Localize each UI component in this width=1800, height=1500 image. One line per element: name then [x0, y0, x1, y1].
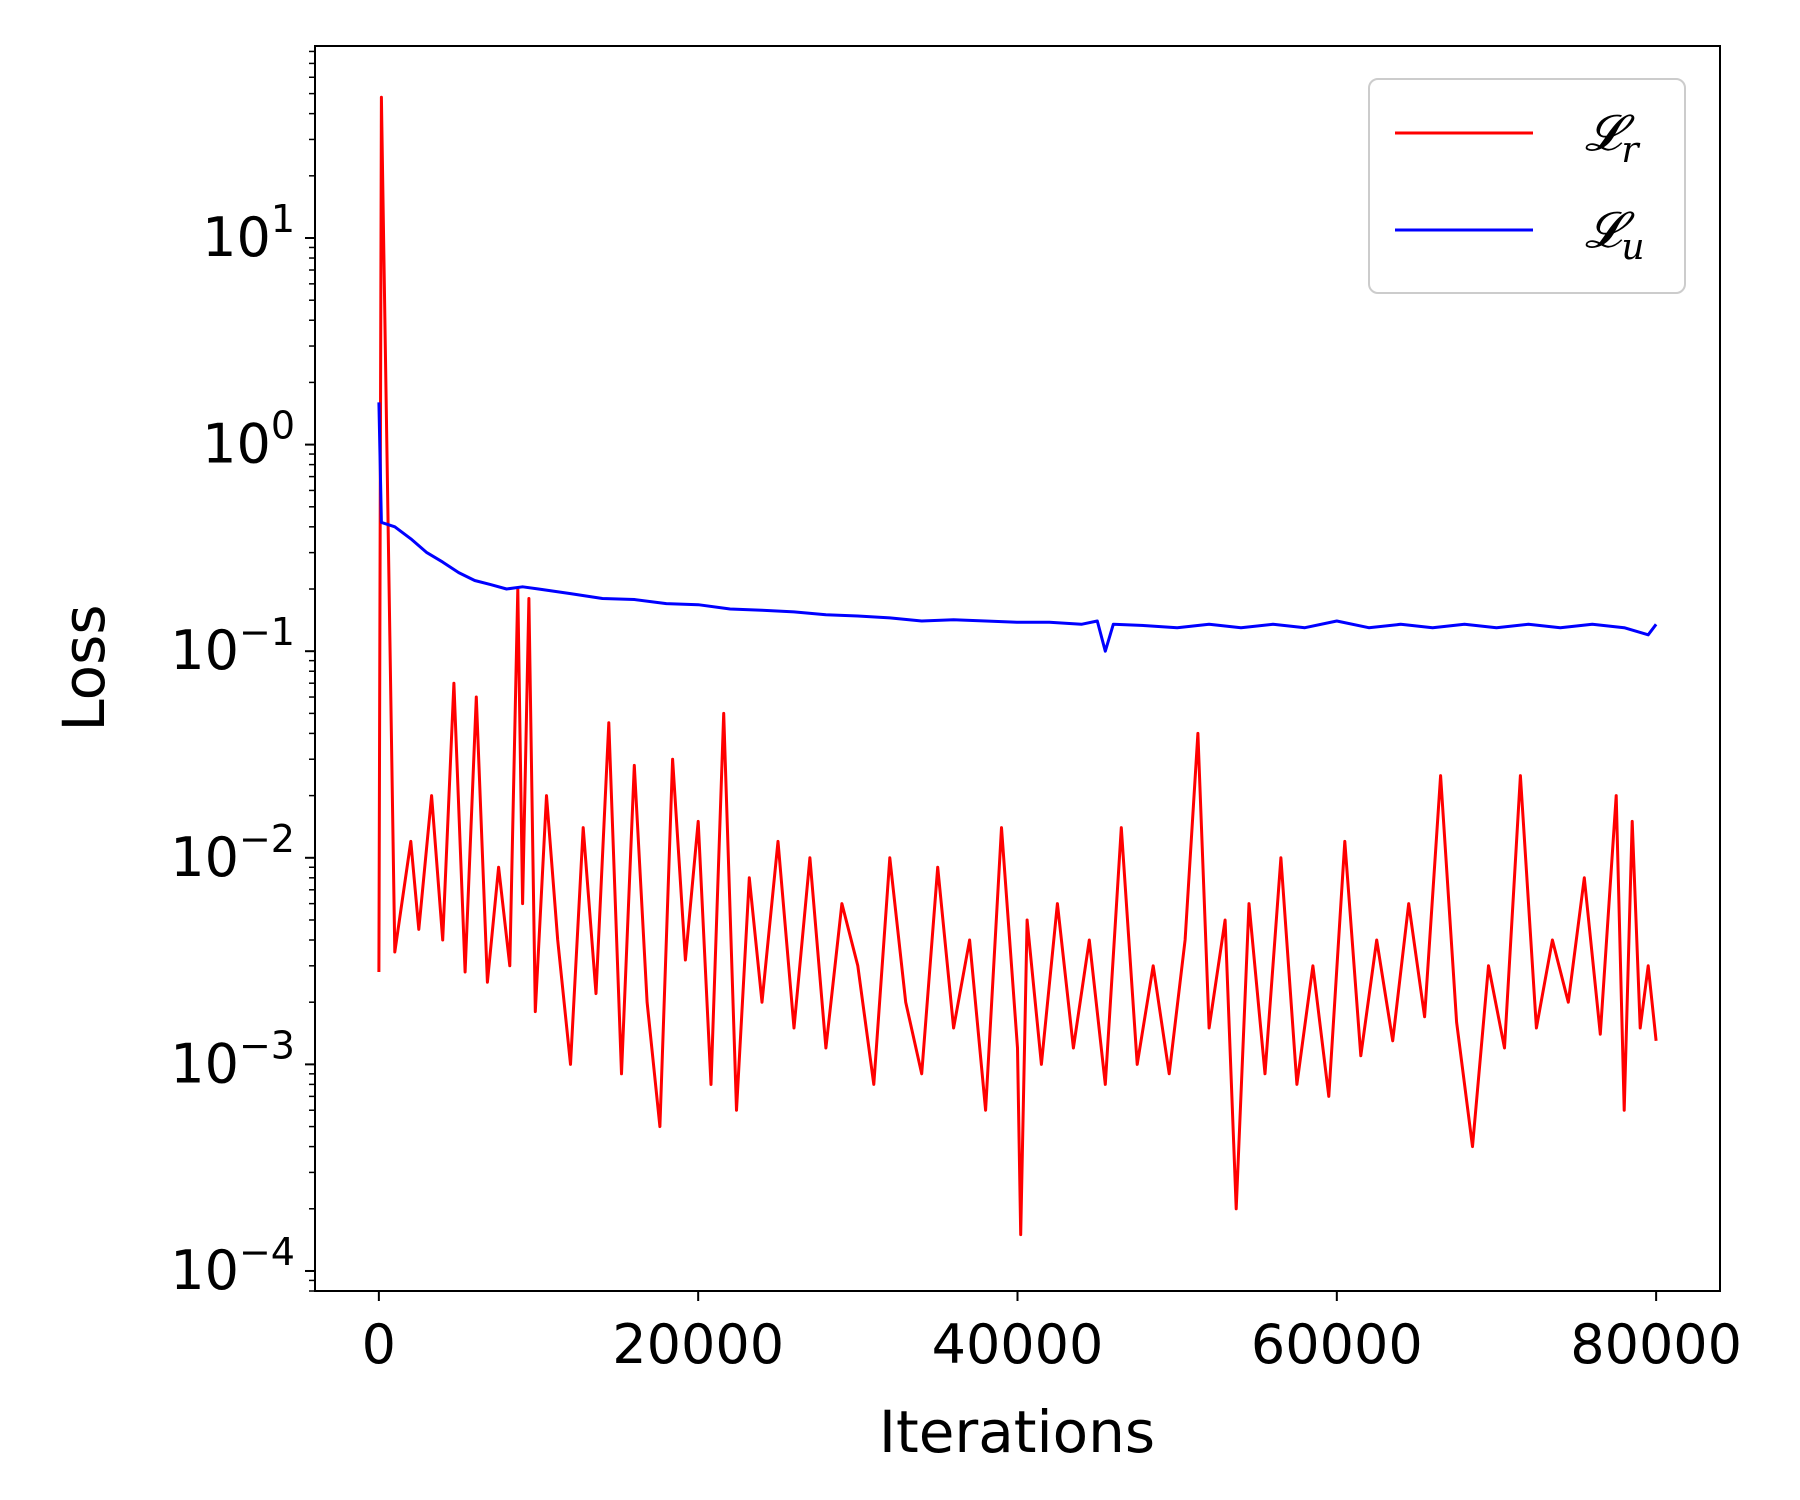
y-tick-label: 10−2 [170, 817, 295, 889]
y-ticks: 10−4 10−3 10−2 10−1 100 101 [170, 50, 315, 1302]
y-tick-label: 101 [202, 197, 295, 269]
series-line-u [377, 402, 1658, 653]
y-tick-label: 100 [202, 404, 295, 476]
x-tick-label: 40000 [932, 1313, 1104, 1376]
x-axis-label: Iterations [879, 1398, 1155, 1466]
legend: 𝓛r 𝓛u [1368, 78, 1686, 294]
y-axis-label: Loss [50, 604, 118, 731]
y-tick-label: 10−1 [170, 610, 295, 682]
x-tick-label: 0 [362, 1313, 396, 1376]
y-tick-label: 10−3 [170, 1023, 295, 1095]
x-tick-label: 60000 [1251, 1313, 1423, 1376]
x-tick-label: 80000 [1570, 1313, 1742, 1376]
series-layer [377, 95, 1658, 1237]
y-tick-label: 10−4 [170, 1230, 295, 1302]
x-tick-label: 20000 [612, 1313, 784, 1376]
series-line-r [377, 95, 1658, 1237]
x-ticks: 0 20000 40000 60000 80000 [362, 1291, 1742, 1376]
